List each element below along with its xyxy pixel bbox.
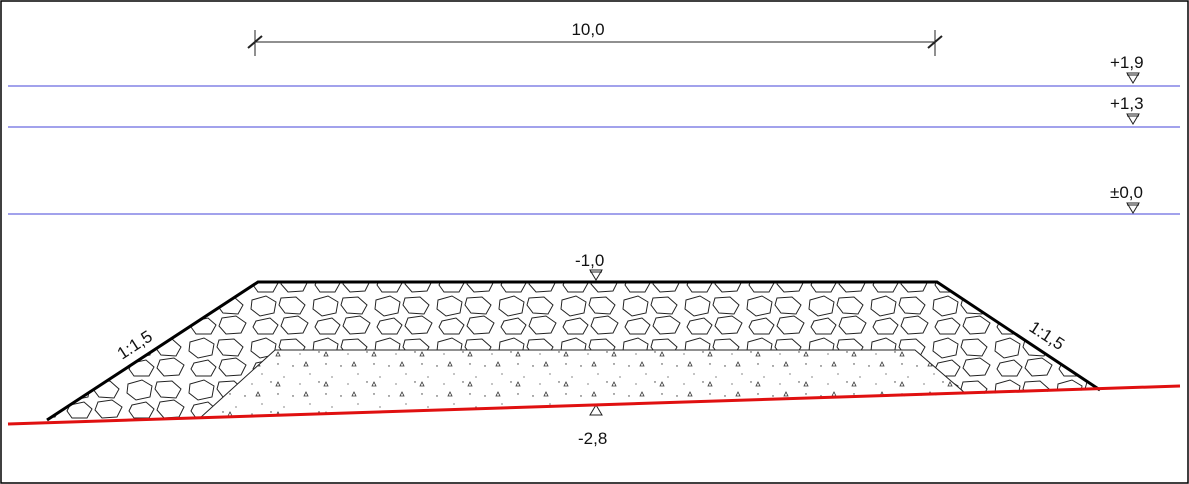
dimension-line (247, 30, 943, 56)
level-label: -1,0 (575, 251, 604, 270)
level-label: ±0,0 (1110, 183, 1143, 202)
level-label: +1,3 (1110, 94, 1144, 113)
water-levels (8, 85, 1180, 215)
level-label: +1,9 (1110, 53, 1144, 72)
ground-line (7, 384, 1181, 426)
level-markers (589, 72, 1140, 416)
dimension-label: 10,0 (571, 20, 604, 39)
level-label: -2,8 (578, 429, 607, 448)
embankment-outline (46, 280, 1101, 422)
